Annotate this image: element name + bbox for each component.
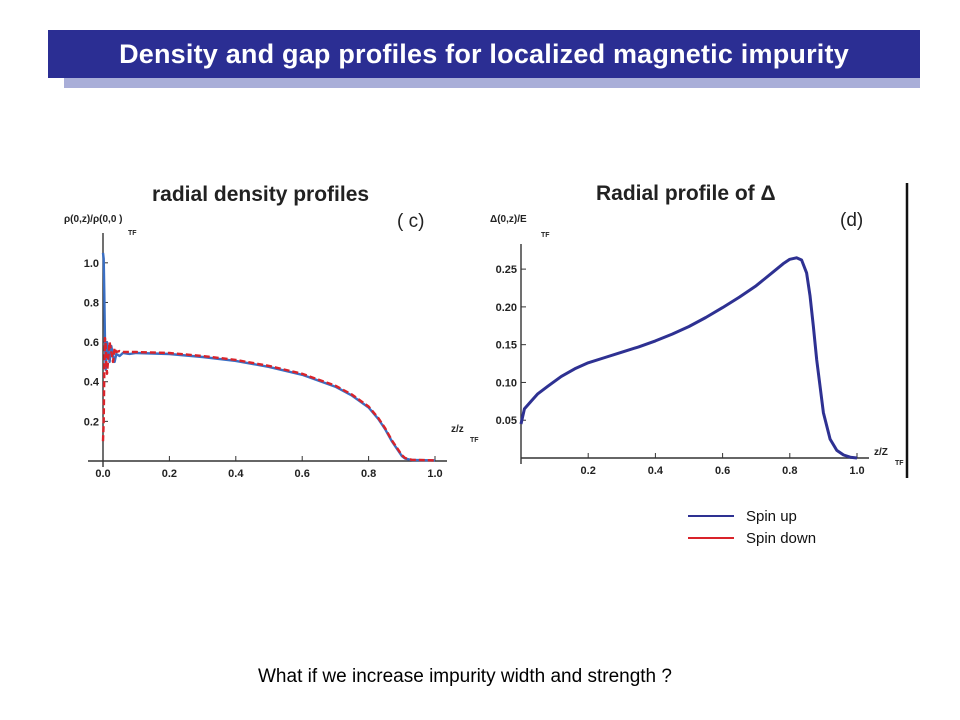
chart-d-xlabel: z/Z: [874, 447, 888, 458]
chart-d-y-tick-label: 0.10: [496, 377, 517, 389]
legend-swatch-spin-up: [688, 515, 734, 517]
chart-d-x-tick-label: 0.8: [782, 465, 797, 477]
legend-label-spin-down: Spin down: [746, 529, 817, 547]
chart-c-series-spin-down-line: [101, 336, 436, 462]
chart-c-x-tick-label: 0.2: [162, 468, 177, 480]
legend: Spin up Spin down: [688, 505, 816, 549]
chart-d-title: Radial profile of Δ: [596, 182, 776, 205]
legend-label-spin-up: Spin up: [746, 507, 797, 525]
chart-d-panel-label: (d): [840, 210, 863, 231]
chart-d-x-tick-label: 0.4: [648, 465, 664, 477]
chart-d-y-tick-label: 0.25: [496, 264, 517, 276]
chart-c-xlabel: z/z: [451, 424, 464, 435]
chart-d-xlabel-sub: TF: [895, 460, 904, 467]
chart-c-ylabel: ρ(0,z)/ρ(0,0 ): [64, 214, 123, 225]
chart-d-ylabel: Δ(0,z)/E: [490, 214, 527, 225]
chart-c-y-tick-label: 0.2: [84, 416, 99, 428]
chart-c-ylabel-sub: TF: [128, 230, 137, 237]
chart-c-x-tick-label: 0.6: [295, 468, 310, 480]
chart-c-y-tick-label: 1.0: [84, 258, 99, 270]
chart-c-title: radial density profiles: [152, 183, 369, 206]
chart-c-y-tick-label: 0.4: [84, 377, 100, 389]
legend-item-spin-up: Spin up: [688, 505, 816, 527]
chart-c-xlabel-sub: TF: [470, 437, 479, 444]
chart-c-x-tick-label: 0.0: [95, 468, 110, 480]
legend-swatch-spin-down: [688, 537, 734, 539]
chart-c-x-tick-label: 0.8: [361, 468, 376, 480]
chart-d-x-tick-label: 1.0: [849, 465, 864, 477]
chart-d-x-tick-label: 0.6: [715, 465, 730, 477]
chart-c-x-tick-label: 0.4: [228, 468, 244, 480]
slide-title: Density and gap profiles for localized m…: [48, 30, 920, 78]
chart-d-y-tick-label: 0.20: [496, 302, 517, 314]
chart-d-series-gap-line: [519, 256, 858, 460]
bottom-question: What if we increase impurity width and s…: [258, 666, 672, 687]
chart-d-y-tick-label: 0.05: [496, 415, 517, 427]
chart-c-y-tick-label: 0.8: [84, 297, 99, 309]
legend-item-spin-down: Spin down: [688, 527, 816, 549]
chart-c-y-tick-label: 0.6: [84, 337, 99, 349]
chart-d-ylabel-sub: TF: [541, 232, 550, 239]
chart-d-x-tick-label: 0.2: [581, 465, 596, 477]
chart-c-panel-label: ( c): [397, 211, 424, 232]
chart-c-x-tick-label: 1.0: [427, 468, 442, 480]
chart-d-y-tick-label: 0.15: [496, 340, 517, 352]
